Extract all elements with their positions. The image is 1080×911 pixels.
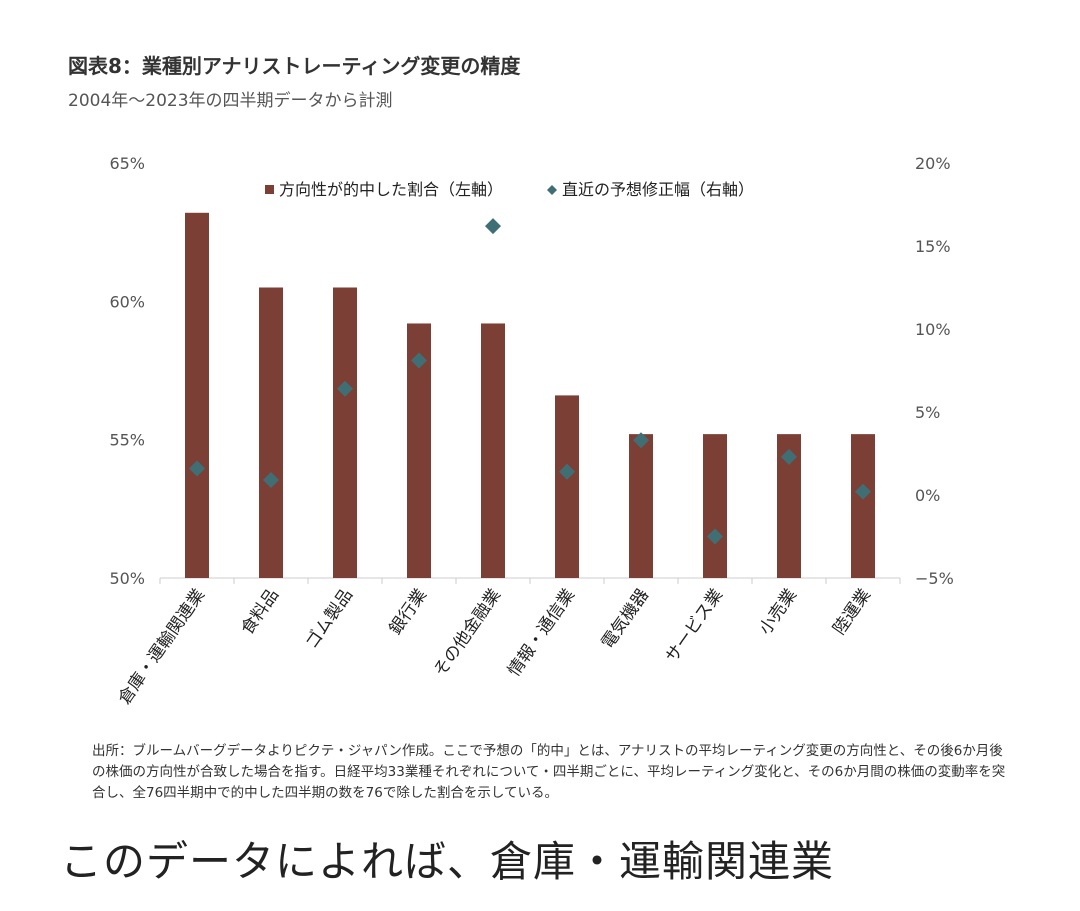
- diamond-marker: [411, 352, 427, 369]
- x-axis-category-label: 情報・通信業: [504, 585, 579, 680]
- bar: [629, 434, 653, 578]
- left-axis-tick-label: 60%: [109, 292, 145, 311]
- right-axis-tick-label: 15%: [915, 237, 951, 256]
- chart: 50% 55% 60% 65% −5% 0% 5% 10% 15% 20% 倉庫・運輸関連業 食料品ゴ…: [109, 154, 954, 708]
- source-note: 出所：ブルームバーグデータよりピクテ・ジャパン作成。ここで予想の「的中」とは、ア…: [92, 743, 1006, 801]
- left-axis-tick-label: 50%: [109, 569, 145, 588]
- x-axis-category-label: 食料品: [237, 585, 283, 638]
- x-axis-category-label: ゴム製品: [301, 585, 357, 653]
- bar: [703, 434, 727, 578]
- legend-bar-label: 方向性が的中した割合（左軸）: [279, 180, 503, 199]
- left-axis-tick-label: 55%: [109, 431, 145, 450]
- x-axis-category-label: その他金融業: [430, 585, 505, 680]
- x-axis-category-label: 陸運業: [829, 585, 875, 638]
- diamond-marker: [781, 448, 797, 465]
- x-axis-category-label: 電気機器: [598, 585, 653, 652]
- diamond-marker: [707, 528, 723, 545]
- legend-diamond-label: 直近の予想修正幅（右軸）: [562, 180, 754, 199]
- right-axis-tick-label: 20%: [915, 154, 951, 173]
- right-axis-tick-label: 0%: [915, 486, 940, 505]
- x-axis-category-label: 銀行業: [385, 585, 431, 638]
- bar: [555, 395, 579, 578]
- bar: [259, 287, 283, 578]
- left-axis-tick-label: 65%: [109, 154, 145, 173]
- x-axis-category-label: サービス業: [662, 585, 727, 666]
- right-axis-tick-label: 5%: [915, 403, 940, 422]
- diamond-marker: [855, 483, 871, 500]
- caption-text: このデータによれば、倉庫・運輸関連業: [60, 837, 835, 886]
- diamond-marker: [633, 432, 649, 449]
- bar: [851, 434, 875, 578]
- right-axis-tick-label: −5%: [915, 569, 954, 588]
- bar: [333, 287, 357, 578]
- x-axis-category-label: 小売業: [755, 585, 801, 638]
- diamond-marker: [485, 218, 501, 235]
- chart-title: 図表8：業種別アナリストレーティング変更の精度: [68, 54, 521, 78]
- x-axis-category-label: 倉庫・運輸関連業: [115, 585, 209, 708]
- legend-diamond-swatch: [547, 185, 557, 195]
- diamond-marker: [263, 472, 279, 489]
- diamond-marker: [337, 380, 353, 397]
- diamond-marker: [559, 463, 575, 480]
- chart-subtitle: 2004年～2023年の四半期データから計測: [68, 91, 393, 111]
- bar: [481, 323, 505, 578]
- bar: [185, 212, 209, 579]
- right-axis-tick-label: 10%: [915, 320, 951, 339]
- legend-bar-swatch: [265, 185, 274, 194]
- diamond-marker: [189, 460, 205, 477]
